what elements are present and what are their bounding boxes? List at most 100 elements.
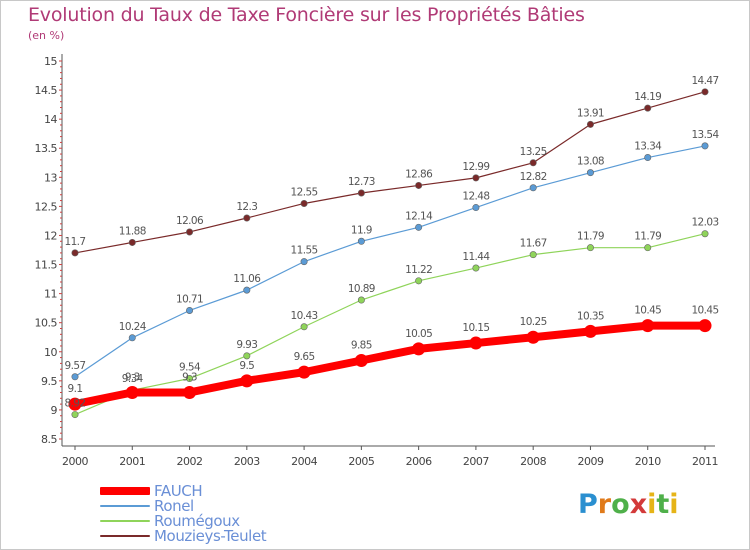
data-point — [644, 244, 652, 252]
y-tick-label: 12 — [44, 229, 57, 242]
data-point — [529, 159, 537, 167]
data-label: 12.06 — [176, 215, 204, 227]
data-label: 14.19 — [634, 91, 661, 103]
data-label: 10.35 — [577, 310, 604, 322]
data-label: 11.06 — [233, 273, 261, 285]
y-tick-label: 9.5 — [41, 375, 57, 388]
data-point — [415, 277, 423, 285]
logo-letter: t — [656, 489, 670, 520]
data-point — [644, 154, 652, 162]
data-point — [701, 230, 709, 238]
data-label: 11.79 — [634, 231, 661, 243]
data-label: 12.03 — [691, 217, 718, 229]
data-point — [300, 323, 308, 331]
data-point — [128, 334, 136, 342]
legend-label: Roumégoux — [154, 512, 240, 530]
logo-letter: o — [611, 489, 630, 520]
data-label: 9.34 — [122, 373, 144, 385]
data-label: 10.89 — [348, 283, 375, 295]
data-point — [698, 319, 712, 333]
data-point — [701, 88, 709, 96]
data-point — [526, 330, 540, 344]
data-point — [583, 324, 597, 338]
data-point — [472, 264, 480, 272]
legend-swatch — [100, 505, 150, 507]
data-point — [586, 169, 594, 177]
chart-subtitle: (en %) — [28, 29, 65, 42]
x-tick-label: 2007 — [463, 455, 489, 468]
data-label: 13.08 — [577, 156, 604, 168]
y-tick-label: 13.5 — [35, 142, 58, 155]
data-point — [183, 385, 197, 399]
data-point — [186, 306, 194, 314]
legend-swatch — [100, 487, 150, 495]
data-label: 11.44 — [462, 251, 490, 263]
data-label: 14.47 — [691, 75, 718, 87]
data-point — [71, 373, 79, 381]
data-label: 10.71 — [176, 293, 203, 305]
x-tick-label: 2008 — [520, 455, 546, 468]
data-label: 11.55 — [291, 245, 318, 257]
series-line-roum-goux — [74, 233, 706, 416]
chart-legend: FAUCH Ronel Roumégoux Mouzieys-Teulet — [100, 482, 360, 545]
x-tick-label: 2004 — [291, 455, 317, 468]
y-tick-label: 14.5 — [35, 84, 58, 97]
x-tick-label: 2003 — [234, 455, 260, 468]
data-point — [415, 223, 423, 231]
legend-item: Roumégoux — [100, 512, 360, 530]
data-point — [529, 251, 537, 259]
series-line-ronel — [74, 145, 706, 378]
legend-item: Mouzieys-Teulet — [100, 527, 360, 545]
legend-item: Ronel — [100, 497, 360, 515]
data-point — [300, 258, 308, 266]
logo-letter: r — [597, 489, 612, 520]
data-label: 10.43 — [291, 310, 318, 322]
legend-label: FAUCH — [154, 482, 203, 500]
data-point — [354, 353, 368, 367]
data-label: 9.65 — [294, 351, 315, 363]
data-label: 11.67 — [520, 238, 547, 250]
data-label: 13.34 — [634, 141, 662, 153]
data-label: 12.82 — [520, 171, 547, 183]
data-point — [529, 184, 537, 192]
chart-title: Evolution du Taux de Taxe Foncière sur l… — [28, 4, 585, 26]
data-label: 11.79 — [577, 231, 604, 243]
data-point — [68, 397, 82, 411]
data-point — [186, 375, 194, 383]
data-point — [412, 342, 426, 356]
data-label: 9.1 — [68, 383, 83, 395]
y-tick-label: 15 — [44, 55, 57, 68]
data-point — [357, 237, 365, 245]
data-point — [415, 181, 423, 189]
data-label: 9.54 — [179, 362, 201, 374]
x-tick-label: 2002 — [177, 455, 203, 468]
data-label: 10.45 — [634, 305, 661, 317]
data-point — [644, 104, 652, 112]
x-tick-label: 2009 — [577, 455, 603, 468]
data-label: 13.25 — [520, 146, 547, 158]
data-point — [71, 411, 79, 419]
data-point — [128, 238, 136, 246]
logo-letter: P — [578, 489, 598, 520]
data-point — [186, 228, 194, 236]
data-point — [472, 204, 480, 212]
data-point — [586, 244, 594, 252]
data-label: 12.3 — [236, 201, 257, 213]
data-label: 13.54 — [691, 129, 719, 141]
data-label: 10.15 — [462, 322, 489, 334]
data-label: 12.99 — [462, 161, 489, 173]
data-label: 11.88 — [119, 225, 146, 237]
logo-letter: x — [629, 489, 648, 520]
data-point — [297, 365, 311, 379]
data-point — [240, 374, 254, 388]
data-point — [243, 286, 251, 294]
y-tick-label: 9 — [51, 404, 58, 417]
data-label: 12.73 — [348, 176, 375, 188]
y-tick-label: 14 — [44, 113, 57, 126]
data-label: 8.92 — [65, 398, 86, 410]
data-label: 10.05 — [405, 328, 432, 340]
y-tick-label: 13 — [44, 171, 57, 184]
data-point — [243, 352, 251, 360]
